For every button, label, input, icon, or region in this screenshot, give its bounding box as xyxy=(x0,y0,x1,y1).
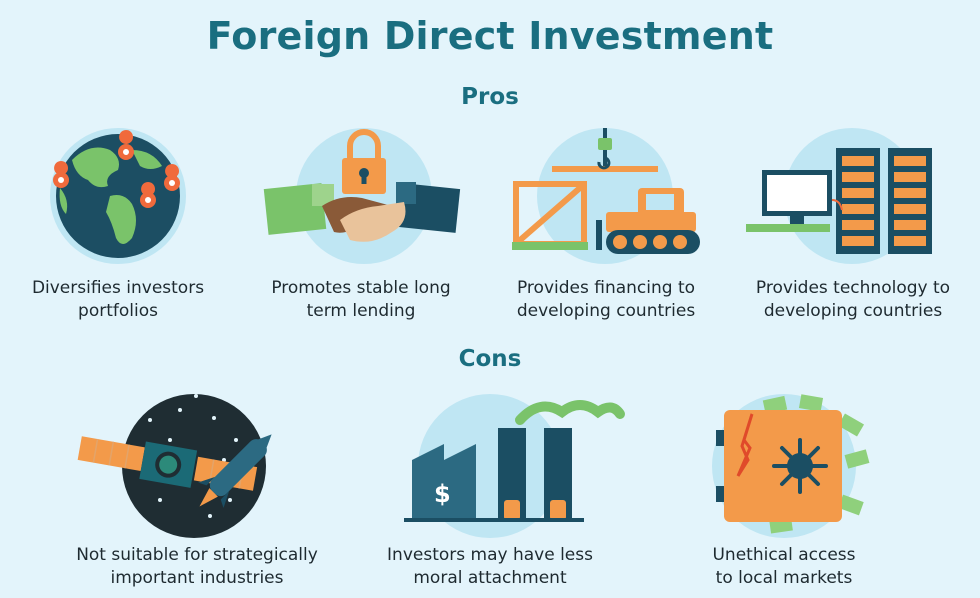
svg-text:$: $ xyxy=(434,480,451,508)
caption-line-1: Promotes stable long xyxy=(271,278,451,298)
caption-line-2: term lending xyxy=(306,301,416,321)
caption-line-1: Diversifies investors xyxy=(31,278,205,298)
cons-heading: Cons xyxy=(458,346,522,372)
caption-line-2: developing countries xyxy=(763,301,943,321)
caption-line-1: Provides financing to xyxy=(516,278,696,298)
caption-line-2: portfolios xyxy=(78,301,158,321)
caption-line-1: Not suitable for strategically xyxy=(76,545,318,565)
caption-line-2: developing countries xyxy=(516,301,696,321)
caption-line-2: to local markets xyxy=(715,568,853,588)
caption-line-2: moral attachment xyxy=(413,568,567,588)
page-title: Foreign Direct Investment xyxy=(206,14,774,58)
caption-line-2: important industries xyxy=(110,568,284,588)
caption-line-1: Provides technology to xyxy=(755,278,951,298)
pros-heading: Pros xyxy=(461,84,519,110)
caption-line-1: Investors may have less xyxy=(387,545,593,565)
caption-line-1: Unethical access xyxy=(712,545,856,565)
